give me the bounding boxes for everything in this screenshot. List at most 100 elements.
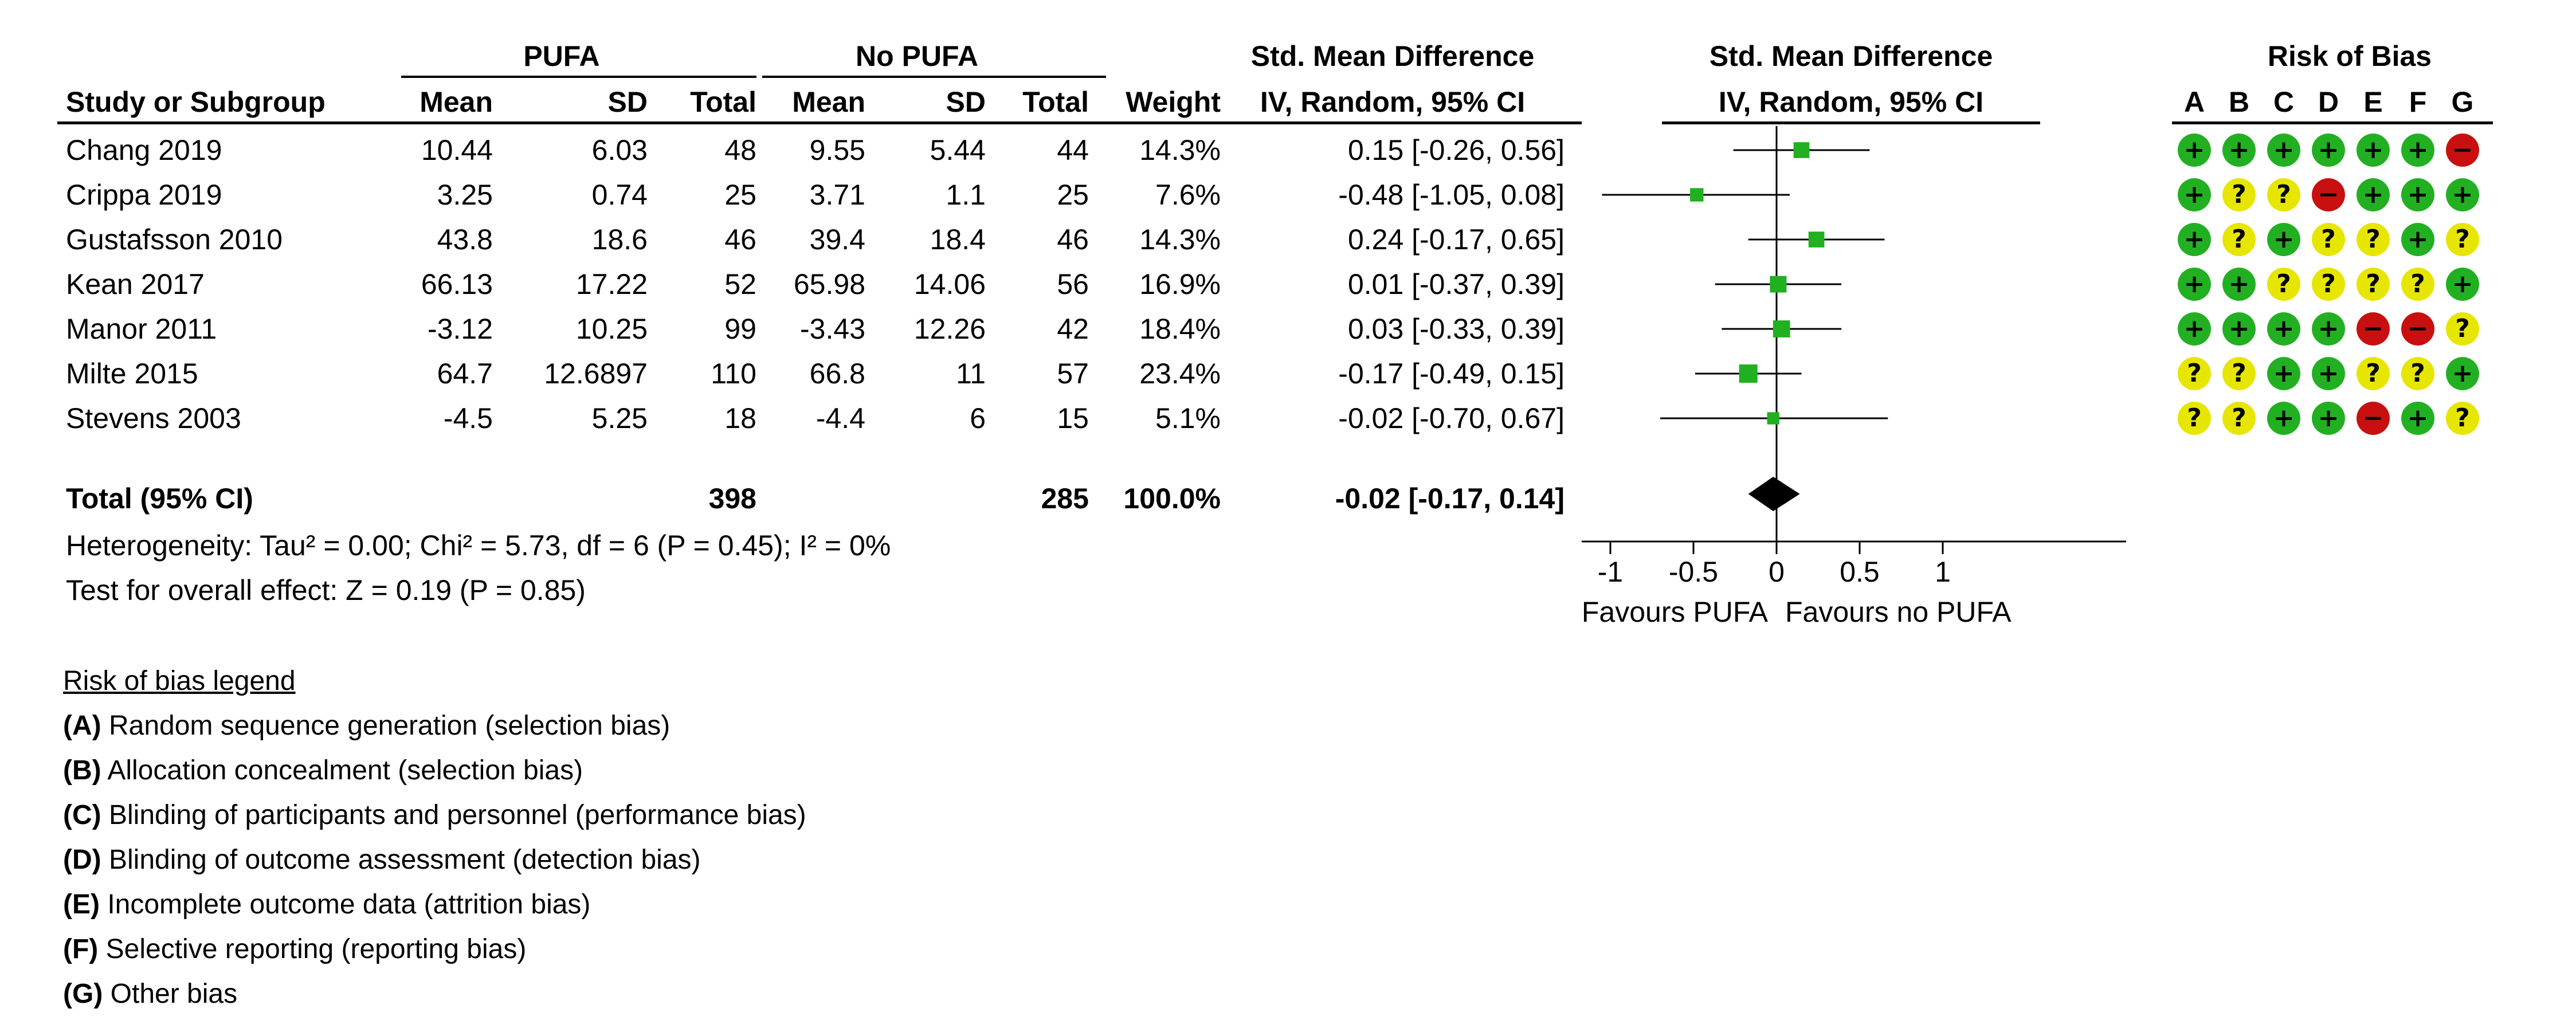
bias-domain-letter: A [2183,86,2205,118]
bias-low-icon: + [2178,268,2211,301]
n1-value: 48 [724,134,756,166]
mean2-value: 39.4 [809,223,865,256]
bias-domain-letter: B [2228,86,2250,118]
sd1-column-header: SD [607,86,648,118]
bias-low-icon: + [2222,312,2256,346]
bias-domain-letter: D [2318,86,2339,118]
bias-low-icon: + [2178,312,2211,346]
sd2-value: 5.44 [930,134,986,166]
bias-unclear-icon: ? [2267,178,2300,211]
legend-item: (G) Other bias [63,978,237,1011]
n2-value: 56 [1057,268,1089,300]
n1-value: 25 [724,179,756,211]
bias-low-icon: + [2312,312,2345,346]
weight-column-header: Weight [1126,86,1221,118]
bias-header-rule [2172,121,2493,124]
legend-key: (E) [63,889,100,920]
favours-left-label: Favours PUFA [1582,596,1769,628]
bias-low-icon: + [2401,178,2434,211]
mean1-value: 43.8 [437,223,493,256]
group1-underline [401,76,756,78]
mean1-value: 10.44 [421,134,493,166]
legend-text: Blinding of participants and personnel (… [101,800,806,830]
x-tick-label: 0 [1769,556,1785,588]
weight-value: 23.4% [1139,358,1221,390]
bias-low-icon: + [2178,223,2211,256]
legend-key: (D) [63,845,101,875]
sd1-value: 17.22 [575,268,648,300]
legend-text: Other bias [103,979,238,1009]
mean1-column-header: Mean [419,86,493,118]
bias-unclear-icon: ? [2312,223,2345,256]
bias-high-icon: − [2401,312,2434,346]
bias-low-icon: + [2446,357,2479,390]
legend-text: Blinding of outcome assessment (detectio… [101,845,701,875]
weight-value: 18.4% [1139,313,1221,345]
bias-unclear-icon: ? [2357,223,2390,256]
sd1-value: 12.6897 [544,358,648,390]
legend-text: Allocation concealment (selection bias) [101,755,583,786]
mean1-value: 64.7 [437,358,493,390]
favours-right-label: Favours no PUFA [1785,596,2012,628]
total1-column-header: Total [690,86,756,118]
study-column-header: Study or Subgroup [66,86,326,118]
bias-low-icon: + [2222,134,2256,167]
group2-underline [762,76,1106,78]
bias-high-icon: − [2357,312,2390,346]
sd1-value: 5.25 [591,402,648,434]
table-header-rule [57,121,1582,124]
legend-key: (G) [63,979,103,1009]
sd2-value: 6 [970,402,986,434]
bias-low-icon: + [2267,357,2300,390]
weight-value: 14.3% [1139,223,1221,256]
x-tick-label: -0.5 [1669,556,1718,588]
bias-low-icon: + [2401,134,2434,167]
ci-text: -0.48 [-1.05, 0.08] [1338,179,1565,211]
mean2-value: -4.4 [815,402,865,434]
bias-low-icon: + [2267,402,2300,435]
bias-high-icon: − [2446,134,2479,167]
bias-low-icon: + [2267,312,2300,346]
bias-low-icon: + [2267,134,2300,167]
legend-text: Random sequence generation (selection bi… [101,711,671,741]
total-n1: 398 [708,482,756,515]
bias-unclear-icon: ? [2222,402,2256,435]
ci-text: 0.15 [-0.26, 0.56] [1347,134,1565,166]
pooled-diamond [1748,477,1800,511]
bias-low-icon: + [2401,223,2434,256]
bias-high-icon: − [2312,178,2345,211]
sd2-column-header: SD [946,86,986,118]
bias-unclear-icon: ? [2357,268,2390,301]
bias-unclear-icon: ? [2178,357,2211,390]
mean2-value: 9.55 [809,134,865,166]
study-name: Stevens 2003 [66,402,241,434]
bias-low-icon: + [2267,223,2300,256]
legend-item: (B) Allocation concealment (selection bi… [63,754,583,787]
bias-domain-letter: E [2363,86,2383,118]
legend-item: (F) Selective reporting (reporting bias) [63,933,526,966]
effect-square [1770,276,1787,293]
bias-unclear-icon: ? [2267,268,2300,301]
n1-value: 52 [724,268,756,300]
bias-unclear-icon: ? [2222,178,2256,211]
mean2-value: -3.43 [800,313,865,345]
bias-unclear-icon: ? [2401,268,2434,301]
sd2-value: 14.06 [913,268,986,300]
mean1-value: 3.25 [437,179,493,211]
n2-value: 44 [1057,134,1089,166]
bias-low-icon: + [2178,134,2211,167]
ci-text: 0.24 [-0.17, 0.65] [1347,223,1565,256]
bias-domain-letter: C [2273,86,2295,118]
total2-column-header: Total [1022,86,1089,118]
bias-low-icon: + [2357,134,2390,167]
total-label: Total (95% CI) [66,482,253,515]
bias-low-icon: + [2312,357,2345,390]
legend-title: Risk of bias legend [63,666,296,696]
effect-square [1739,364,1758,383]
ci-text: -0.17 [-0.49, 0.15] [1338,358,1565,390]
plot-header-rule [1662,121,2040,124]
sd2-value: 18.4 [930,223,986,256]
ci-text: 0.01 [-0.37, 0.39] [1347,268,1565,300]
weight-value: 16.9% [1139,268,1221,300]
